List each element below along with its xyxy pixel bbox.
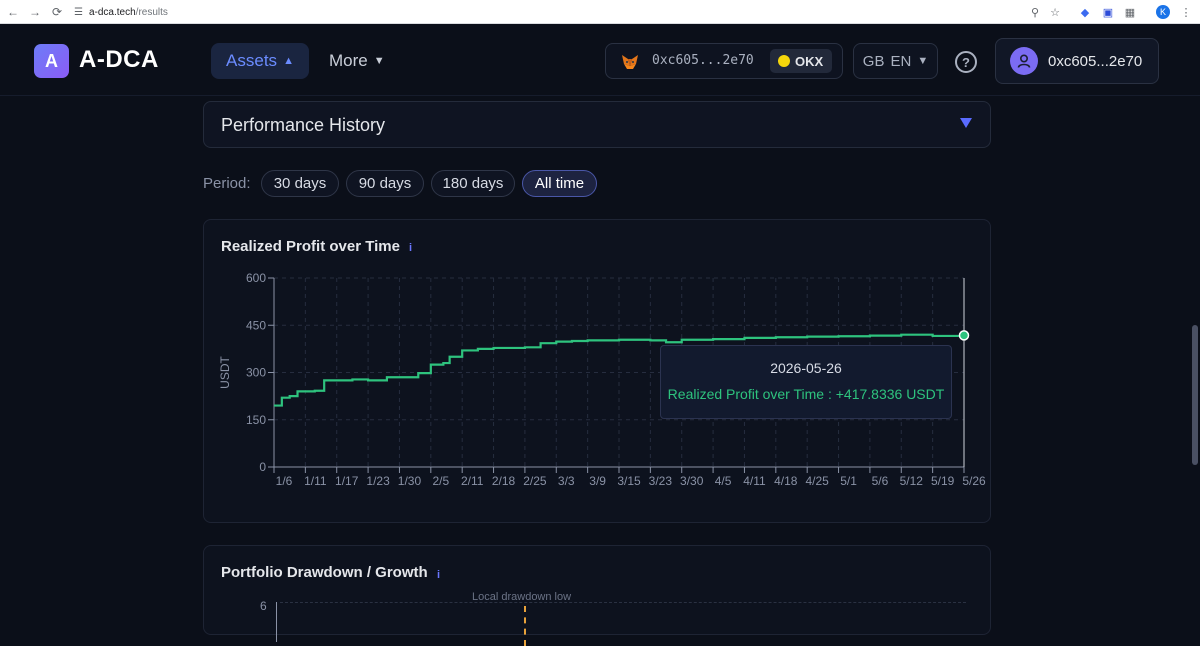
info-icon[interactable]: i	[437, 569, 441, 581]
browser-toolbar: ← → ⟳ ☰ a-dca.tech/results ⚲ ☆ ◆ ▣ ▦ K ⋮	[0, 0, 1200, 24]
period-label: Period:	[203, 175, 251, 192]
period-90-days-button[interactable]: 90 days	[346, 170, 424, 197]
exchange-badge[interactable]: OKX	[770, 49, 832, 73]
y-axis	[276, 602, 277, 642]
drawdown-marker	[524, 606, 526, 646]
browser-menu-icon[interactable]: ⋮	[1180, 6, 1192, 19]
forward-icon[interactable]: →	[29, 5, 41, 19]
caret-down-icon: ▼	[373, 55, 385, 67]
y-tick-label: 6	[260, 599, 267, 613]
extension-icon[interactable]: ▣	[1102, 6, 1114, 19]
profile-avatar[interactable]: K	[1156, 5, 1170, 19]
language-selector[interactable]: GB EN ▼	[853, 43, 938, 79]
nav-more-label: More	[329, 51, 368, 70]
extension-icon[interactable]: ◆	[1080, 6, 1090, 19]
account-button[interactable]: 0xc605...2e70	[995, 38, 1159, 84]
tooltip-date: 2026-05-26	[770, 360, 842, 376]
bookmark-star-icon[interactable]: ☆	[1050, 6, 1060, 19]
drawdown-annotation: Local drawdown low	[472, 591, 572, 603]
info-icon[interactable]: i	[409, 242, 413, 254]
exchange-status-dot	[778, 55, 790, 67]
url-text: a-dca.tech/results	[88, 6, 168, 18]
section-title: Performance History	[221, 115, 386, 135]
page-scrollbar[interactable]	[1192, 325, 1198, 465]
account-address: 0xc605...2e70	[1048, 52, 1143, 70]
period-180-days-button[interactable]: 180 days	[431, 170, 515, 197]
site-settings-icon[interactable]: ☰	[74, 6, 83, 18]
address-bar[interactable]: ☰ a-dca.tech/results	[74, 2, 1074, 22]
portfolio-drawdown-card: Portfolio Drawdown / Growth i Local draw…	[203, 545, 991, 646]
performance-history-toggle[interactable]: Performance History	[203, 101, 991, 148]
nav-more-button[interactable]: More ▼	[329, 43, 385, 79]
region-code: GB	[862, 52, 885, 70]
back-icon[interactable]: ←	[7, 5, 19, 19]
grid-line	[280, 602, 966, 603]
card-title: Portfolio Drawdown / Growth	[221, 564, 428, 581]
tooltip-value: Realized Profit over Time : +417.8336 US…	[667, 386, 945, 402]
wallet-connection[interactable]: 0xc605...2e70 OKX	[605, 43, 843, 79]
wallet-address: 0xc605...2e70	[652, 53, 754, 68]
period-30-days-button[interactable]: 30 days	[261, 170, 339, 197]
chart-tooltip: 2026-05-26 Realized Profit over Time : +…	[660, 345, 952, 419]
caret-down-icon: ▼	[917, 55, 929, 67]
language-code: EN	[890, 52, 912, 70]
caret-down-icon	[960, 118, 972, 128]
period-all-time-button[interactable]: All time	[522, 170, 597, 197]
caret-up-icon: ▲	[283, 55, 294, 67]
zoom-icon[interactable]: ⚲	[1030, 6, 1040, 19]
extensions-puzzle-icon[interactable]: ▦	[1124, 6, 1136, 19]
metamask-fox-icon	[622, 55, 638, 69]
help-button[interactable]: ?	[955, 51, 977, 73]
card-title: Realized Profit over Time	[221, 238, 400, 255]
logo-text[interactable]: A-DCA	[79, 46, 159, 73]
user-avatar-icon	[1010, 47, 1038, 75]
exchange-label: OKX	[795, 53, 824, 69]
logo-badge[interactable]: A	[34, 44, 69, 78]
nav-assets-label: Assets	[226, 51, 278, 70]
nav-assets-button[interactable]: Assets ▲	[211, 43, 309, 79]
reload-icon[interactable]: ⟳	[51, 5, 63, 19]
app-header: A A-DCA Assets ▲ More ▼ 0xc605...2e70 OK…	[0, 24, 1200, 96]
